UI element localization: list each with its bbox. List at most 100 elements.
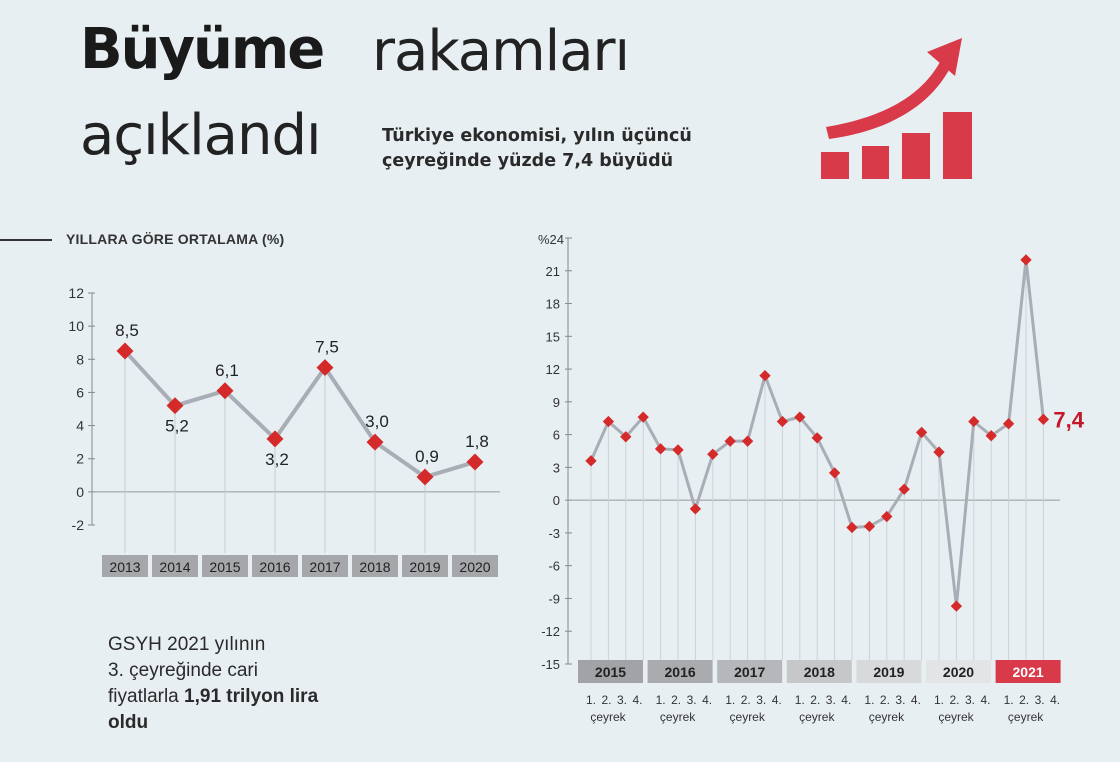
right-data-point (672, 444, 684, 456)
left-data-label: 7,5 (315, 338, 339, 357)
right-data-point (776, 415, 789, 428)
left-y-tick-label: 8 (76, 351, 84, 367)
right-data-point (950, 600, 963, 612)
right-data-point (707, 448, 719, 460)
left-category-box (252, 555, 298, 577)
right-y-tick-label: 12 (546, 362, 560, 377)
left-data-point (366, 433, 384, 451)
left-category-label: 2016 (259, 559, 290, 575)
right-year-label: 2016 (665, 664, 696, 680)
left-data-point (166, 397, 184, 415)
right-data-point (1020, 254, 1032, 266)
left-category-label: 2019 (409, 559, 440, 575)
right-quarter-label: 2. (880, 693, 890, 707)
right-y-tick-label: -6 (548, 559, 560, 574)
right-y-unit-label: %24 (538, 232, 564, 247)
left-data-label: 0,9 (415, 447, 439, 466)
right-quarter-word: çeyrek (730, 710, 766, 724)
right-y-tick-label: -12 (541, 624, 560, 639)
left-y-tick-label: 6 (76, 384, 84, 400)
left-data-label: 3,2 (265, 450, 289, 469)
left-category-label: 2015 (209, 559, 240, 575)
left-data-label: 8,5 (115, 321, 139, 340)
right-data-point (1037, 413, 1050, 425)
right-quarter-label: 2. (741, 693, 751, 707)
right-data-point (968, 415, 980, 428)
left-data-point (466, 453, 484, 471)
subtitle-line1: Türkiye ekonomisi, yılın üçüncü (382, 126, 692, 146)
left-y-tick-label: 0 (76, 484, 84, 500)
right-quarter-label: 2. (810, 693, 820, 707)
right-data-point (846, 521, 858, 534)
right-data-point (898, 483, 910, 495)
right-quarter-label: 1. (934, 693, 944, 707)
right-quarter-label: 3. (895, 693, 905, 707)
right-year-label: 2015 (595, 664, 626, 680)
right-data-point (811, 432, 823, 444)
left-y-tick-label: 4 (76, 418, 84, 434)
title-bold: Büyüme (80, 17, 325, 82)
left-category-box (452, 555, 498, 577)
left-data-label: 3,0 (365, 412, 389, 431)
right-quarter-label: 1. (864, 693, 874, 707)
right-year-box (647, 660, 713, 683)
gsyh-line4: oldu (108, 710, 368, 736)
left-category-box (202, 555, 248, 577)
right-y-tick-label: -9 (548, 591, 560, 606)
left-data-point (216, 382, 234, 400)
right-quarter-label: 2. (601, 693, 611, 707)
left-category-label: 2013 (109, 559, 140, 575)
right-quarter-label: 1. (725, 693, 735, 707)
right-quarter-label: 4. (980, 693, 990, 707)
right-quarter-label: 4. (911, 693, 921, 707)
right-y-tick-label: 21 (546, 264, 560, 279)
right-year-label: 2018 (804, 664, 835, 680)
gsyh-line4-bold: oldu (108, 712, 149, 733)
gsyh-line3-bold: 1,91 trilyon lira (184, 686, 319, 707)
right-quarter-label: 3. (965, 693, 975, 707)
left-category-box (302, 555, 348, 577)
left-category-box (152, 555, 198, 577)
right-quarter-word: çeyrek (590, 710, 626, 724)
left-data-point (116, 342, 134, 360)
right-data-point (759, 369, 771, 382)
right-quarter-label: 3. (687, 693, 697, 707)
title-line2: açıklandı (80, 103, 322, 168)
subtitle: Türkiye ekonomisi, yılın üçüncü çeyreğin… (382, 124, 742, 174)
gsyh-line1: GSYH 2021 yılının (108, 634, 266, 655)
gsyh-line3: fiyatlarla 1,91 trilyon lira (108, 684, 368, 710)
right-highlight-label: 7,4 (1053, 407, 1084, 432)
right-quarter-label: 1. (1004, 693, 1014, 707)
left-category-label: 2014 (159, 559, 190, 575)
right-year-box (995, 660, 1061, 683)
right-data-point (933, 446, 945, 458)
right-data-point (863, 520, 876, 533)
right-data-point (985, 430, 997, 442)
right-year-label: 2017 (734, 664, 765, 680)
right-data-point (741, 435, 754, 447)
right-y-tick-label: -15 (541, 657, 560, 672)
right-year-box (786, 660, 852, 683)
right-quarter-label: 1. (656, 693, 666, 707)
right-quarter-label: 3. (1035, 693, 1045, 707)
gsyh-line3-normal: fiyatlarla (108, 686, 185, 707)
right-data-point (585, 455, 597, 467)
right-quarter-word: çeyrek (660, 710, 696, 724)
left-data-label: 5,2 (165, 417, 189, 436)
right-quarter-label: 1. (795, 693, 805, 707)
right-quarter-label: 2. (671, 693, 681, 707)
left-data-point (416, 468, 434, 486)
gsyh-note: GSYH 2021 yılının 3. çeyreğinde cari fiy… (108, 632, 368, 736)
left-category-label: 2020 (459, 559, 490, 575)
right-quarter-label: 4. (772, 693, 782, 707)
subtitle-line2: çeyreğinde yüzde 7,4 büyüdü (382, 151, 674, 171)
right-quarter-label: 4. (841, 693, 851, 707)
right-y-tick-label: 18 (546, 297, 560, 312)
left-y-tick-label: 12 (68, 285, 84, 301)
right-year-box (926, 660, 991, 683)
left-category-box (402, 555, 448, 577)
caption-rule (0, 239, 52, 241)
right-quarter-label: 3. (756, 693, 766, 707)
right-quarter-word: çeyrek (799, 710, 835, 724)
